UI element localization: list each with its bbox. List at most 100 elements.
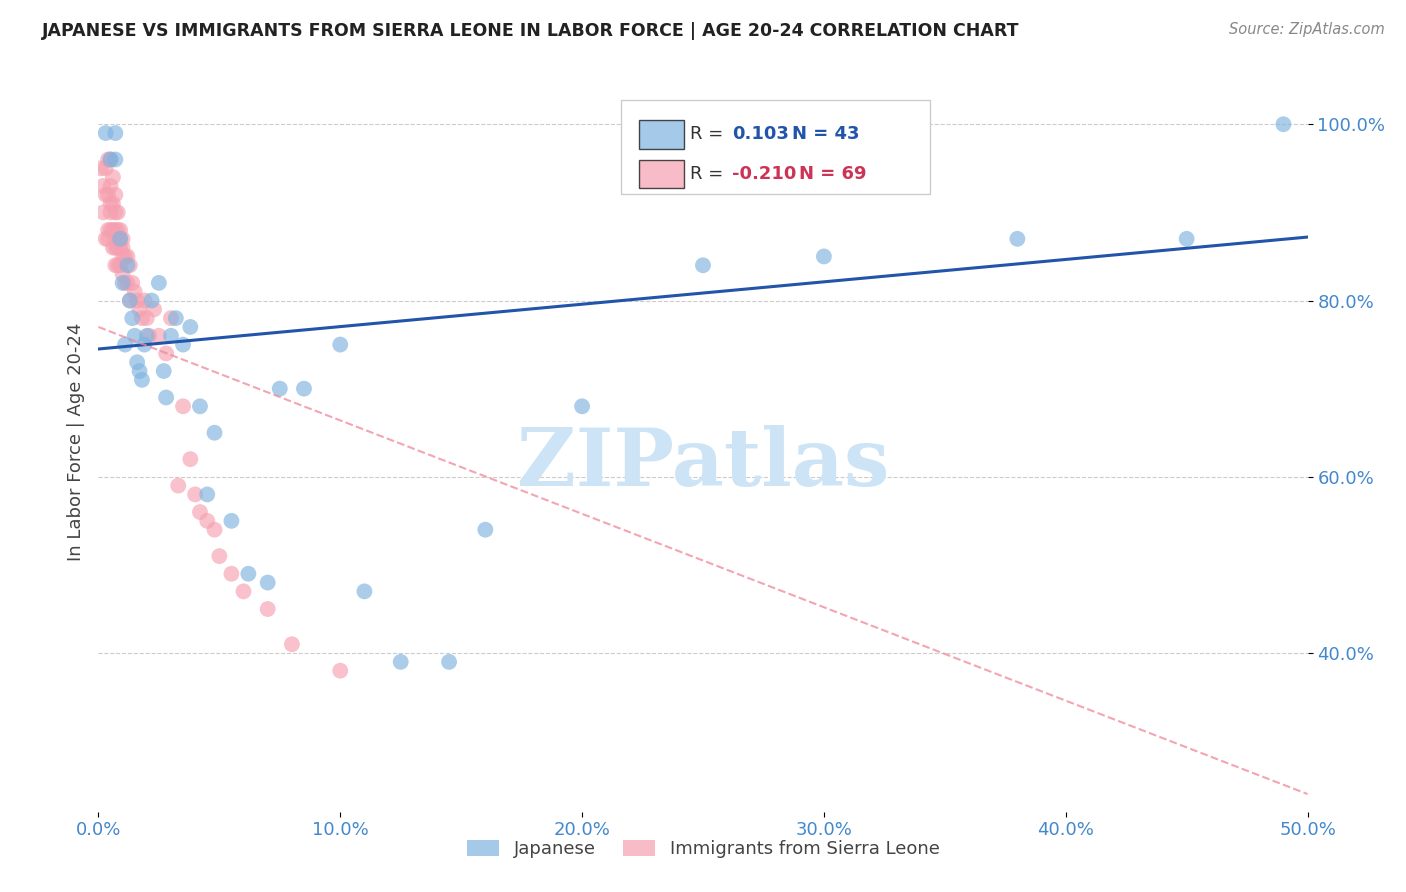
Text: N = 43: N = 43 — [793, 126, 860, 144]
Point — [131, 373, 153, 387]
Point — [571, 399, 593, 413]
Point — [269, 382, 291, 396]
Point — [108, 232, 131, 246]
Point — [389, 655, 412, 669]
Point — [188, 505, 211, 519]
Point — [100, 153, 122, 167]
Point — [107, 258, 129, 272]
Point — [100, 223, 122, 237]
Point — [94, 232, 117, 246]
Point — [692, 258, 714, 272]
Point — [97, 187, 120, 202]
Point — [107, 232, 129, 246]
Point — [204, 425, 226, 440]
Point — [353, 584, 375, 599]
Point — [108, 232, 131, 246]
Point — [111, 232, 134, 246]
Point — [179, 452, 201, 467]
Point — [143, 302, 166, 317]
Point — [179, 320, 201, 334]
Point — [141, 293, 163, 308]
Point — [107, 223, 129, 237]
Point — [134, 337, 156, 351]
Point — [111, 241, 134, 255]
Point — [138, 328, 160, 343]
Point — [118, 293, 141, 308]
Point — [104, 153, 127, 167]
Point — [94, 187, 117, 202]
Point — [100, 178, 122, 193]
Point — [108, 241, 131, 255]
Point — [111, 250, 134, 264]
Point — [188, 399, 211, 413]
Point — [101, 223, 124, 237]
Point — [100, 196, 122, 211]
Point — [108, 258, 131, 272]
Point — [208, 549, 231, 563]
Point — [101, 170, 124, 185]
Point — [148, 328, 170, 343]
Point — [104, 223, 127, 237]
Point — [104, 126, 127, 140]
Point — [204, 523, 226, 537]
Point — [101, 196, 124, 211]
Point — [221, 514, 243, 528]
Point — [94, 161, 117, 176]
Point — [124, 285, 146, 299]
Text: ZIPatlas: ZIPatlas — [517, 425, 889, 503]
Text: JAPANESE VS IMMIGRANTS FROM SIERRA LEONE IN LABOR FORCE | AGE 20-24 CORRELATION : JAPANESE VS IMMIGRANTS FROM SIERRA LEONE… — [42, 22, 1019, 40]
Point — [135, 311, 157, 326]
Point — [94, 126, 117, 140]
Point — [118, 258, 141, 272]
Point — [117, 258, 139, 272]
Point — [114, 337, 136, 351]
Point — [172, 337, 194, 351]
Point — [100, 205, 122, 219]
Point — [128, 302, 150, 317]
Point — [97, 223, 120, 237]
Point — [134, 293, 156, 308]
Point — [108, 223, 131, 237]
Point — [1272, 117, 1295, 131]
Point — [172, 399, 194, 413]
Point — [90, 161, 112, 176]
Point — [329, 337, 352, 351]
Point — [135, 328, 157, 343]
Point — [813, 250, 835, 264]
Point — [127, 293, 149, 308]
Text: N = 69: N = 69 — [800, 165, 868, 183]
Point — [155, 391, 177, 405]
Point — [127, 355, 149, 369]
Point — [100, 153, 122, 167]
Point — [104, 205, 127, 219]
Point — [97, 232, 120, 246]
Point — [121, 311, 143, 326]
Point — [104, 187, 127, 202]
Point — [104, 241, 127, 255]
Point — [121, 276, 143, 290]
Point — [101, 241, 124, 255]
Point — [1175, 232, 1198, 246]
Point — [165, 311, 187, 326]
Point — [107, 241, 129, 255]
Text: R =: R = — [690, 165, 728, 183]
Point — [221, 566, 243, 581]
Point — [114, 276, 136, 290]
Point — [160, 311, 183, 326]
Point — [195, 514, 218, 528]
Point — [117, 250, 139, 264]
Point — [160, 328, 183, 343]
Point — [167, 478, 190, 492]
Point — [124, 328, 146, 343]
Y-axis label: In Labor Force | Age 20-24: In Labor Force | Age 20-24 — [66, 322, 84, 561]
Point — [195, 487, 218, 501]
Point — [329, 664, 352, 678]
Point — [256, 602, 278, 616]
Point — [238, 566, 260, 581]
Point — [91, 178, 114, 193]
Point — [104, 232, 127, 246]
Text: Source: ZipAtlas.com: Source: ZipAtlas.com — [1229, 22, 1385, 37]
Point — [97, 153, 120, 167]
Point — [256, 575, 278, 590]
Point — [155, 346, 177, 360]
